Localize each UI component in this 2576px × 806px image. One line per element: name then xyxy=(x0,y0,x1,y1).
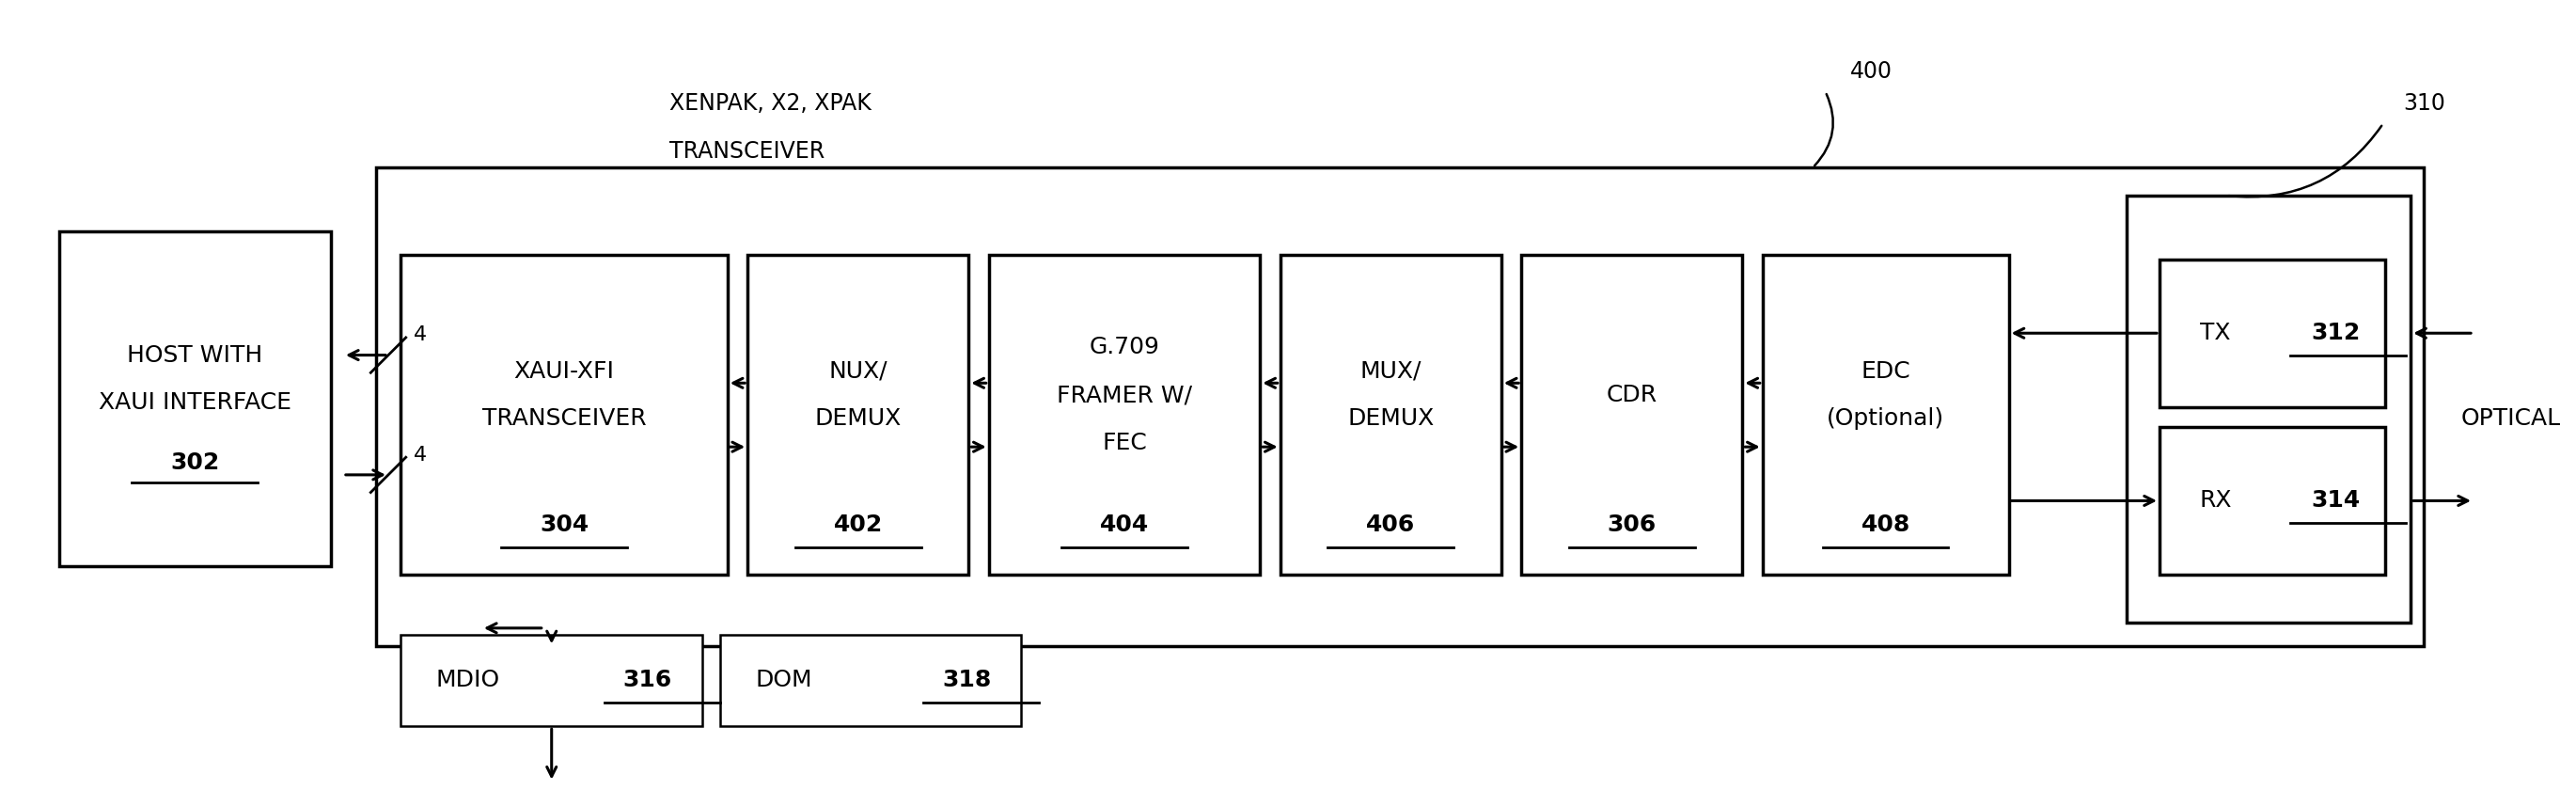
Text: MDIO: MDIO xyxy=(435,669,500,692)
Text: XAUI INTERFACE: XAUI INTERFACE xyxy=(98,392,291,414)
Text: XENPAK, X2, XPAK: XENPAK, X2, XPAK xyxy=(670,93,871,115)
Bar xyxy=(1522,256,1741,575)
Bar xyxy=(2128,196,2411,622)
Text: 4: 4 xyxy=(412,446,428,464)
Text: 306: 306 xyxy=(1607,514,1656,537)
Text: 316: 316 xyxy=(623,669,672,692)
Text: G.709: G.709 xyxy=(1090,336,1159,359)
Text: 302: 302 xyxy=(170,451,219,474)
Text: TRANSCEIVER: TRANSCEIVER xyxy=(670,140,824,163)
Text: 312: 312 xyxy=(2311,322,2360,344)
Bar xyxy=(747,256,969,575)
Bar xyxy=(2159,427,2385,575)
Bar xyxy=(402,634,703,726)
Bar xyxy=(59,231,330,567)
Bar xyxy=(989,256,1260,575)
Bar xyxy=(719,634,1023,726)
Bar xyxy=(1280,256,1502,575)
Bar xyxy=(2159,260,2385,407)
Text: OPTICAL: OPTICAL xyxy=(2460,408,2561,430)
Text: TRANSCEIVER: TRANSCEIVER xyxy=(482,408,647,430)
Text: NUX/: NUX/ xyxy=(829,359,889,382)
Text: FEC: FEC xyxy=(1103,432,1146,455)
Text: 314: 314 xyxy=(2311,489,2360,512)
Text: XAUI-XFI: XAUI-XFI xyxy=(513,359,616,382)
Text: 318: 318 xyxy=(943,669,992,692)
Text: HOST WITH: HOST WITH xyxy=(126,344,263,367)
Bar xyxy=(1762,256,2009,575)
Text: 4: 4 xyxy=(412,326,428,344)
Bar xyxy=(376,168,2424,646)
Text: MUX/: MUX/ xyxy=(1360,359,1422,382)
Text: 408: 408 xyxy=(1860,514,1911,537)
Text: FRAMER W/: FRAMER W/ xyxy=(1056,384,1193,406)
Text: TX: TX xyxy=(2200,322,2231,344)
Text: 404: 404 xyxy=(1100,514,1149,537)
Text: DEMUX: DEMUX xyxy=(814,408,902,430)
Text: 304: 304 xyxy=(538,514,590,537)
Text: 400: 400 xyxy=(1850,60,1893,83)
Text: 310: 310 xyxy=(2403,93,2445,115)
Text: RX: RX xyxy=(2200,489,2233,512)
Text: DEMUX: DEMUX xyxy=(1347,408,1435,430)
Text: CDR: CDR xyxy=(1607,384,1656,406)
Text: EDC: EDC xyxy=(1860,359,1911,382)
Bar xyxy=(402,256,726,575)
Text: DOM: DOM xyxy=(755,669,811,692)
Text: 402: 402 xyxy=(835,514,884,537)
Text: (Optional): (Optional) xyxy=(1826,408,1945,430)
Text: 406: 406 xyxy=(1365,514,1414,537)
